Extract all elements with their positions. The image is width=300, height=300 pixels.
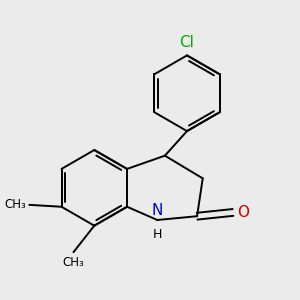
Text: N: N: [152, 203, 163, 218]
Text: CH₃: CH₃: [63, 256, 84, 269]
Text: H: H: [153, 228, 162, 241]
Text: CH₃: CH₃: [4, 198, 26, 212]
Text: O: O: [238, 205, 250, 220]
Text: Cl: Cl: [180, 35, 194, 50]
